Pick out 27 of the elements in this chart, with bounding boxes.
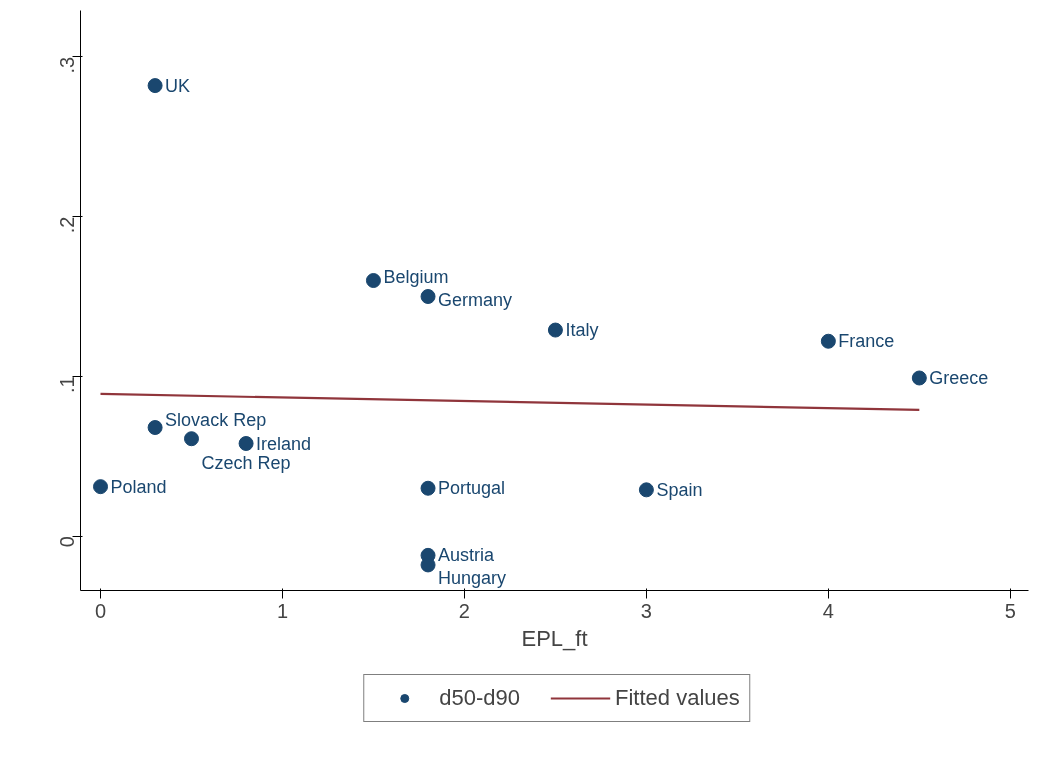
annotation: France xyxy=(838,331,895,352)
y-tick-label: .2 xyxy=(56,216,79,234)
y-tick-label: .1 xyxy=(56,376,79,394)
legend-label: Fitted values xyxy=(615,685,740,711)
y-tick-label: .3 xyxy=(56,56,79,74)
annotation: UK xyxy=(165,75,191,96)
annotation: Italy xyxy=(565,320,599,341)
x-tick-label: 1 xyxy=(276,599,289,622)
annotation: Belgium xyxy=(383,266,449,287)
x-tick-label: 4 xyxy=(822,599,834,622)
annotation: Poland xyxy=(110,476,167,497)
annotation: Greece xyxy=(929,367,989,388)
x-tick-label: 0 xyxy=(94,599,107,622)
y-tick-label: 0 xyxy=(56,536,79,548)
annotation: Hungary xyxy=(438,567,507,588)
annotation: Czech Rep xyxy=(201,452,291,473)
annotation: Germany xyxy=(438,289,513,310)
annotation: Austria xyxy=(438,545,496,566)
x-tick-label: 3 xyxy=(640,599,652,622)
x-axis-title: EPL_ft xyxy=(521,625,588,651)
x-tick-label: 5 xyxy=(1004,599,1016,622)
annotation: Slovack Rep xyxy=(165,409,267,430)
annotation: Ireland xyxy=(256,433,312,454)
legend-label: d50-d90 xyxy=(439,685,521,711)
annotation: Spain xyxy=(656,479,703,500)
annotation: Portugal xyxy=(438,478,506,499)
x-tick-label: 2 xyxy=(458,599,470,622)
